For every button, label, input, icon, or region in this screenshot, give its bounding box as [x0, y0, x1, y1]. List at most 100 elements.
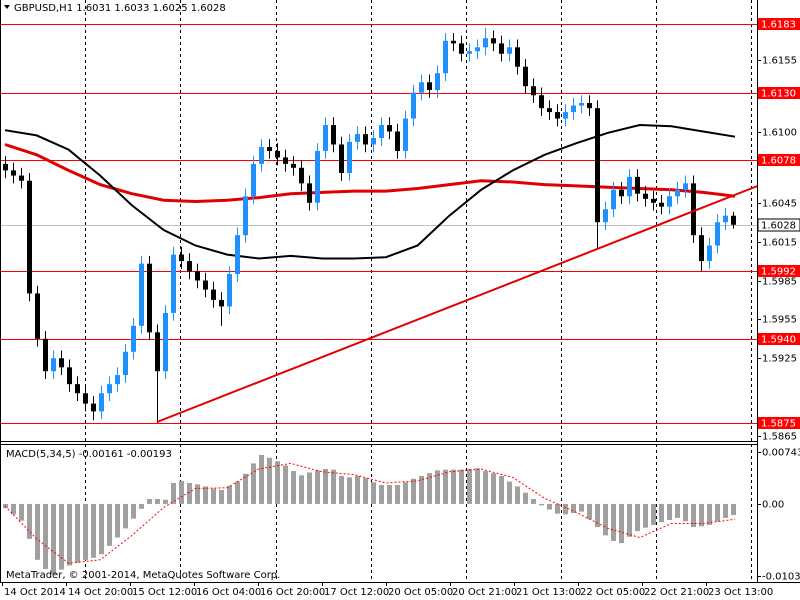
- macd-bar: [51, 503, 56, 574]
- candle-body: [571, 105, 576, 113]
- macd-bar: [523, 492, 528, 504]
- y-tick-label: 1.6045: [762, 199, 797, 210]
- price-axis-background: [757, 0, 800, 600]
- candle-body: [203, 280, 208, 290]
- copyright: MetaTrader, © 2001-2014, MetaQuotes Soft…: [6, 570, 280, 581]
- candle-body: [731, 215, 736, 225]
- candle-body: [123, 351, 128, 376]
- macd-bar: [723, 503, 728, 518]
- x-tick-label: 17 Oct 12:00: [324, 587, 389, 598]
- macd-bar: [323, 468, 328, 504]
- macd-bar: [235, 481, 240, 504]
- candle-body: [459, 43, 464, 54]
- candle-body: [75, 384, 80, 394]
- y-tick-label: 1.6100: [762, 128, 797, 139]
- macd-bar: [443, 469, 448, 504]
- macd-bar: [459, 469, 464, 504]
- candle-body: [483, 38, 488, 48]
- candle-body: [555, 112, 560, 119]
- macd-bar: [59, 503, 64, 570]
- macd-bar: [731, 503, 736, 516]
- macd-bar: [83, 503, 88, 560]
- macd-bar: [491, 473, 496, 504]
- level-label: 1.6130: [761, 89, 796, 100]
- macd-bar: [275, 461, 280, 504]
- candle-body: [163, 312, 168, 372]
- candle-body: [107, 384, 112, 394]
- macd-bar: [371, 482, 376, 504]
- macd-bar: [451, 469, 456, 504]
- candle-body: [363, 134, 368, 145]
- candle-body: [251, 163, 256, 197]
- macd-bar: [683, 503, 688, 522]
- macd-bar: [107, 503, 112, 546]
- candle-body: [315, 150, 320, 203]
- candle-body: [299, 167, 304, 184]
- candle-body: [187, 261, 192, 272]
- candle-body: [3, 163, 8, 171]
- level-label-box: [758, 417, 800, 429]
- candle-body: [587, 103, 592, 109]
- macd-bar: [611, 503, 616, 541]
- y-tick-label: 1.5955: [762, 315, 797, 326]
- candle-body: [259, 147, 264, 164]
- level-label-box: [758, 87, 800, 99]
- macd-bar: [651, 503, 656, 525]
- candle-body: [643, 193, 648, 199]
- macd-bar: [163, 499, 168, 504]
- candle-body: [675, 189, 680, 197]
- macd-bar: [43, 503, 48, 569]
- y-tick-label: 1.5985: [762, 277, 797, 288]
- candle-body: [523, 66, 528, 87]
- candle-body: [171, 254, 176, 313]
- macd-bar: [251, 463, 256, 504]
- x-tick-label: 22 Oct 05:00: [580, 587, 645, 598]
- candle-body: [267, 147, 272, 151]
- macd-bar: [547, 503, 552, 510]
- macd-bar: [315, 470, 320, 504]
- candle-body: [131, 325, 136, 352]
- macd-bar: [35, 503, 40, 560]
- candle-body: [515, 47, 520, 67]
- macd-bar: [291, 471, 296, 504]
- y-tick-label: 0.00: [762, 500, 784, 511]
- y-tick-label: 0.00743: [762, 448, 800, 459]
- macd-bar: [419, 475, 424, 504]
- y-tick-label: 1.5925: [762, 354, 797, 365]
- macd-bar: [211, 488, 216, 504]
- candle-body: [243, 196, 248, 236]
- candle-body: [451, 40, 456, 44]
- x-tick-label: 15 Oct 12:00: [132, 587, 197, 598]
- x-tick-label: 22 Oct 21:00: [644, 587, 709, 598]
- macd-bar: [395, 485, 400, 504]
- candle-body: [723, 215, 728, 223]
- candle-body: [211, 289, 216, 300]
- dropdown-arrow[interactable]: [4, 5, 10, 9]
- level-label: 1.5992: [761, 267, 796, 278]
- macd-bar: [427, 473, 432, 504]
- macd-bar: [587, 503, 592, 520]
- candle-body: [427, 82, 432, 91]
- current-price-box: [757, 218, 800, 232]
- macd-bar: [635, 503, 640, 532]
- macd-bar: [707, 503, 712, 525]
- candle-body: [611, 189, 616, 210]
- macd-bar: [467, 468, 472, 504]
- candle-body: [619, 189, 624, 197]
- candle-body: [99, 393, 104, 412]
- candle-body: [347, 141, 352, 173]
- candle-body: [147, 263, 152, 333]
- macd-bar: [67, 503, 72, 566]
- candle-body: [547, 108, 552, 113]
- candle-body: [83, 393, 88, 404]
- macd-bar: [219, 489, 224, 504]
- x-tick-label: 14 Oct 20:00: [68, 587, 133, 598]
- candle-body: [291, 163, 296, 168]
- candle-body: [419, 82, 424, 93]
- candle-body: [411, 92, 416, 119]
- candle-body: [179, 254, 184, 262]
- candle-body: [579, 103, 584, 106]
- macd-bar: [283, 465, 288, 504]
- level-label: 1.5940: [761, 335, 796, 346]
